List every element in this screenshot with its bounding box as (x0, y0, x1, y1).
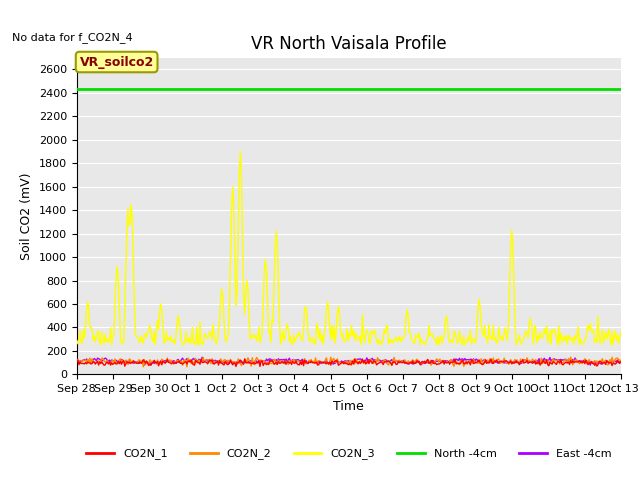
X-axis label: Time: Time (333, 400, 364, 413)
Text: No data for f_CO2N_4: No data for f_CO2N_4 (12, 32, 132, 43)
Legend: CO2N_1, CO2N_2, CO2N_3, North -4cm, East -4cm: CO2N_1, CO2N_2, CO2N_3, North -4cm, East… (82, 444, 616, 464)
Title: VR North Vaisala Profile: VR North Vaisala Profile (251, 35, 447, 53)
Y-axis label: Soil CO2 (mV): Soil CO2 (mV) (20, 172, 33, 260)
Text: VR_soilco2: VR_soilco2 (79, 56, 154, 69)
